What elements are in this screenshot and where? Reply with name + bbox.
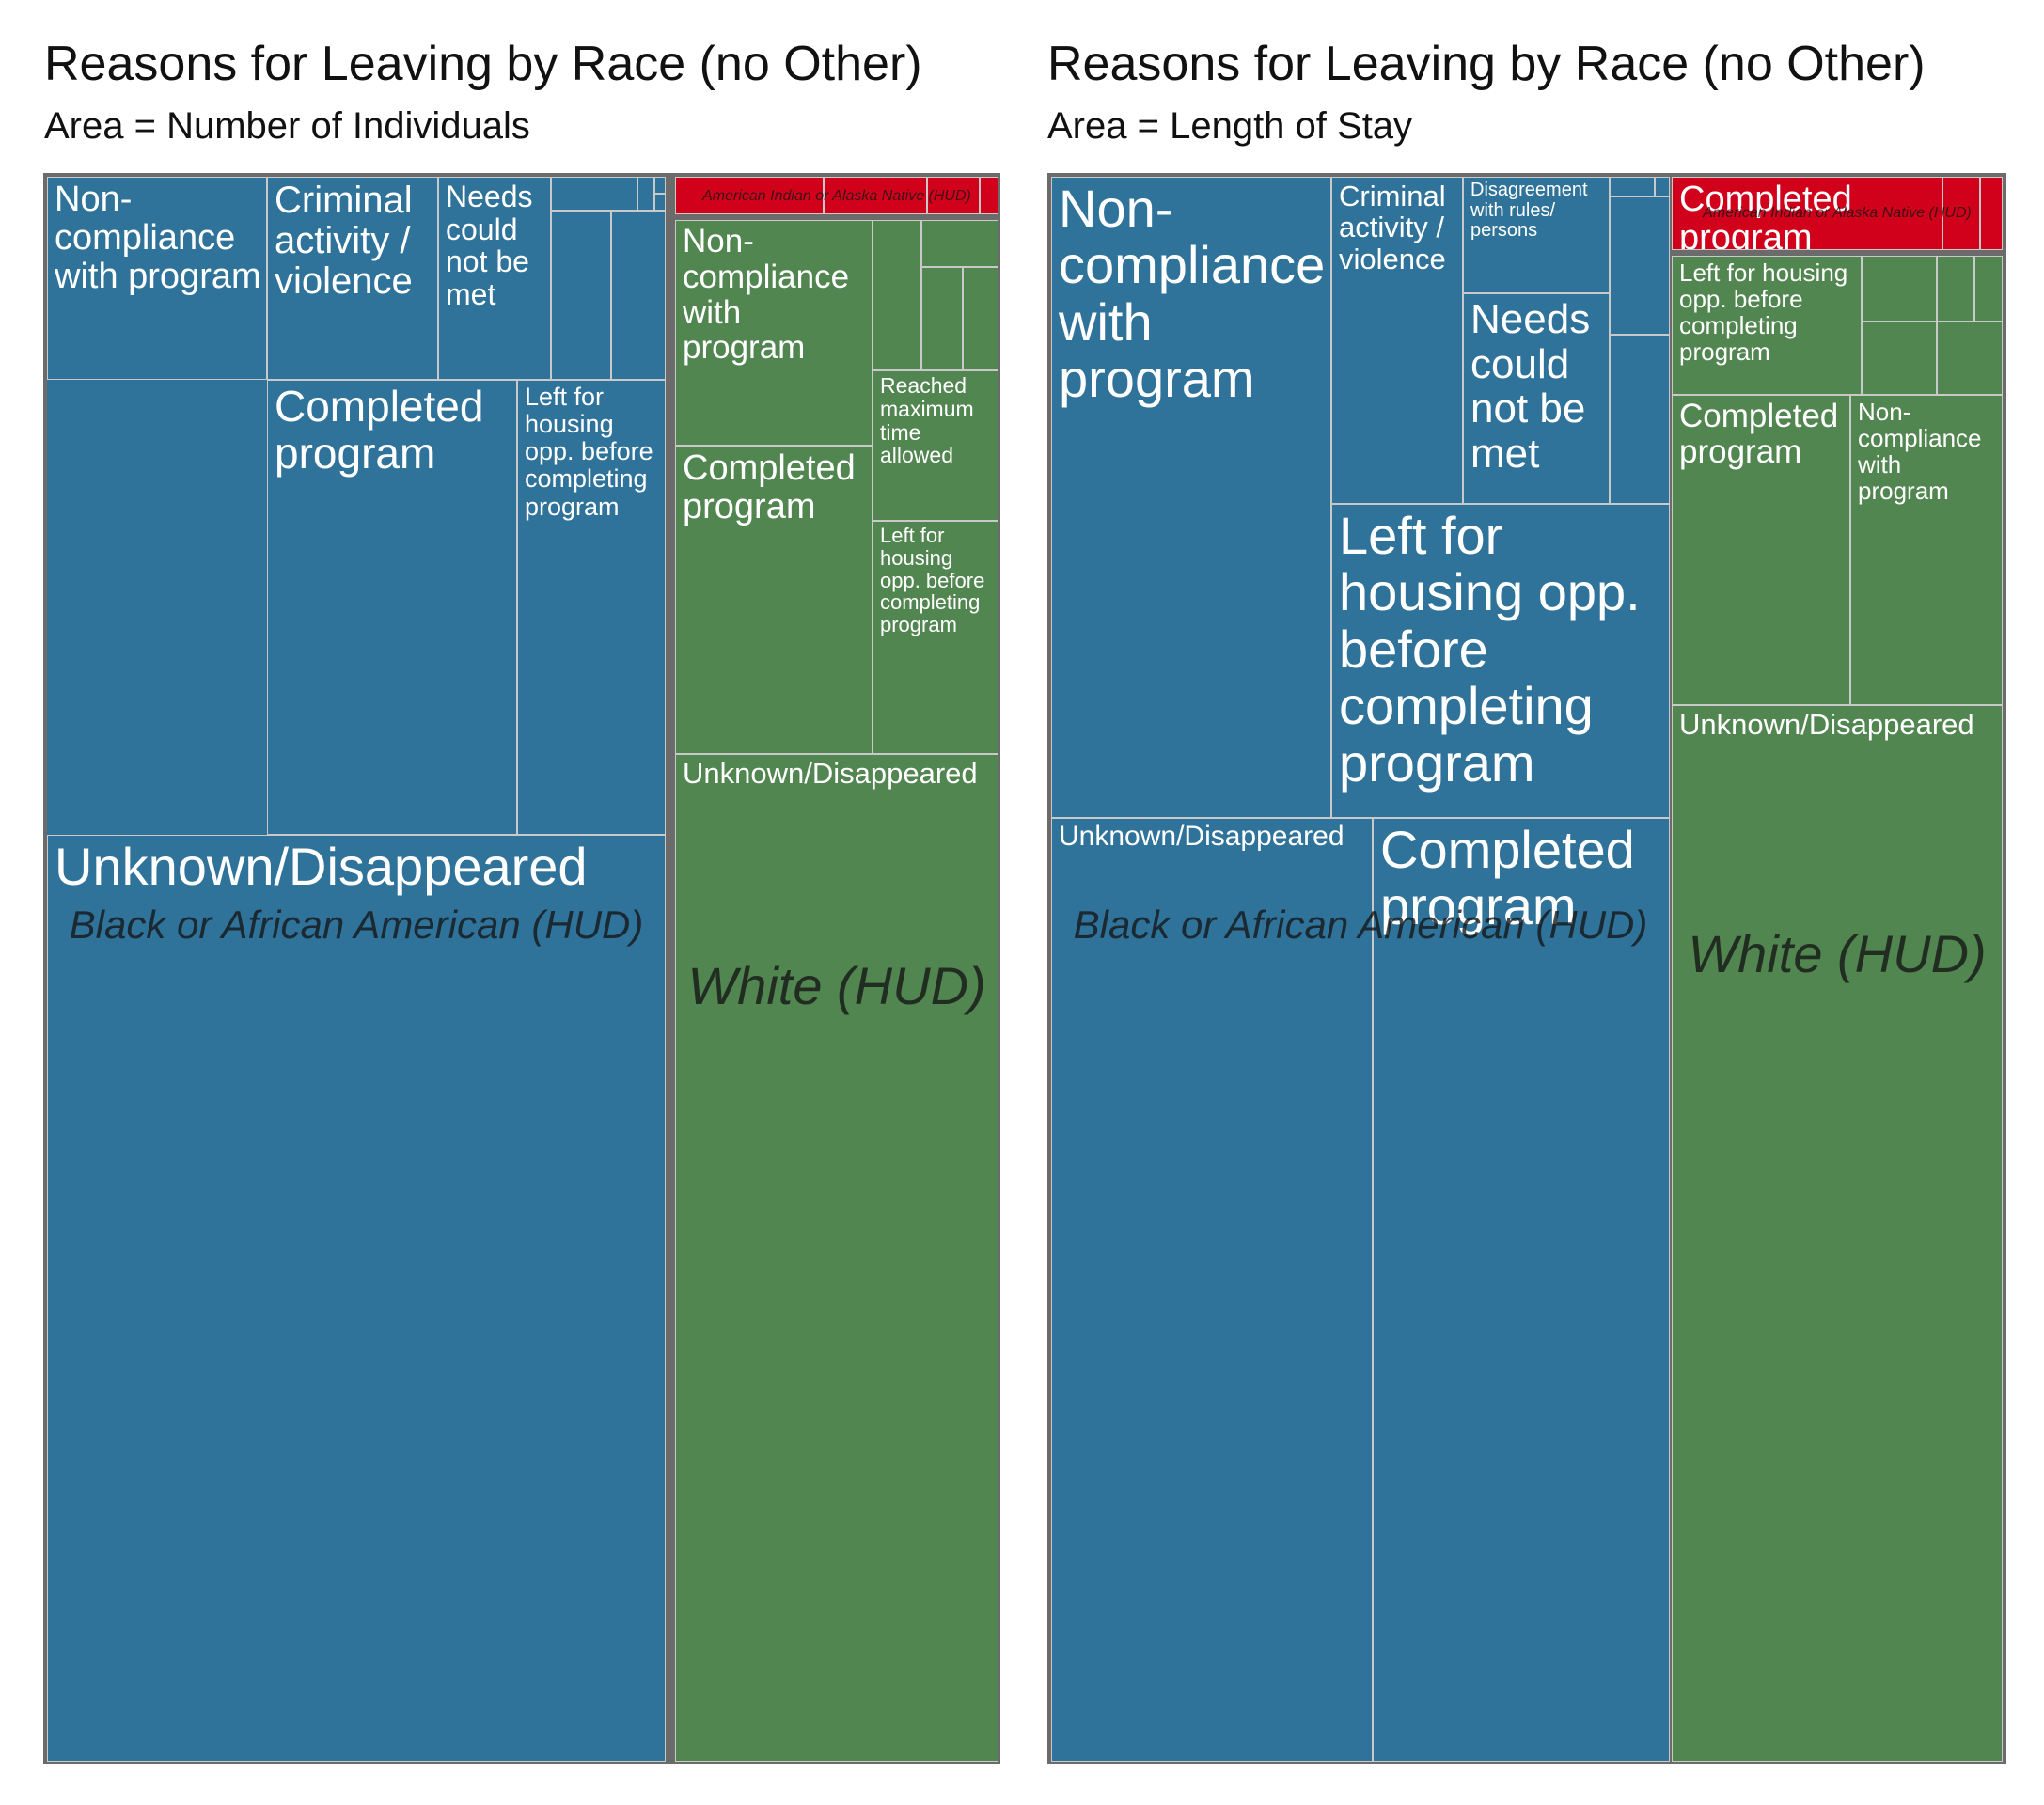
treemap-cell-non-compliance-with-program: Non-compliance with program [675,220,873,446]
cell-label: Completed program [683,448,856,527]
treemap-cell-unlabeled [551,211,611,380]
treemap-cell-unlabeled [873,220,921,370]
treemap-cell-unknown-disappeared: Unknown/Disappeared [1051,818,1373,1762]
treemap-cell-completed-program: Completed program [1672,395,1850,705]
cell-label: Left for housing opp. before completing … [525,383,653,521]
treemap-cell-non-compliance-with-program: Non-compliance with program [47,177,267,380]
treemap-cell-left-for-housing-opp-before-completing-program: Left for housing opp. before completing … [1672,256,1862,395]
treemap-cell-unlabeled [1610,177,1655,197]
treemap-cell-unknown-disappeared: Unknown/Disappeared [1672,705,2003,1762]
chart-subtitle: Area = Number of Individuals [44,105,530,147]
treemap-cell-unlabeled [675,177,824,214]
treemap-panel: Non-compliance with program Unknown/Disap… [1047,173,2006,1764]
cell-label: Unknown/Disappeared [683,757,978,790]
treemap-cell-unknown-disappeared: Unknown/Disappeared [47,835,666,1762]
treemap-cell-unknown-disappeared: Unknown/Disappeared [675,754,998,1762]
treemap-cell-completed-program: Completed program [675,446,873,754]
treemap-cell-unlabeled [1942,177,1980,250]
treemap-cell-unlabeled [1974,256,2003,322]
cell-label: Unknown/Disappeared [55,837,588,896]
treemap-group-american-indian-or-alaska-native-hud: American Indian or Alaska Native (HUD) [675,177,998,214]
treemap-cell-unlabeled [654,177,666,194]
treemap-group-white-hud: Unknown/Disappeared Completed program Non-… [1672,256,2003,1762]
cell-label: Completed program [1679,398,1839,470]
treemap-cell-unlabeled [654,194,666,211]
cell-label: Unknown/Disappeared [1679,708,1974,741]
treemap-cell-completed-program: Completed program [1373,818,1670,1762]
cell-label: Criminal activity / violence [275,180,413,303]
treemap-cell-needs-could-not-be-met: Needs could not be met [438,177,551,380]
treemap-group-american-indian-or-alaska-native-hud: Completed program American Indian or Alas… [1672,177,2003,250]
treemap-cell-unlabeled [1862,256,1937,322]
treemap-cell-unlabeled [824,177,927,214]
treemap-cell-left-for-housing-opp-before-completing-program: Left for housing opp. before completing … [1331,504,1670,818]
treemap-cell-left-for-housing-opp-before-completing-program: Left for housing opp. before completing … [517,380,666,835]
cell-label: Non-compliance with program [683,223,850,367]
treemap-cell-non-compliance-with-program: Non-compliance with program [1850,395,2003,705]
treemap-cell-unlabeled [1980,177,2003,250]
cell-label: Non-compliance with program [1059,179,1326,409]
treemap-cell-completed-program: Completed program [1672,177,1942,250]
cell-label: Reached maximum time allowed [880,373,974,468]
cell-label: Completed program [1380,820,1635,936]
treemap-cell-unlabeled [1937,256,1974,322]
treemap-cell-unlabeled [637,177,654,211]
chart-title: Reasons for Leaving by Race (no Other) [1047,37,1926,91]
treemap-cell-unlabeled [551,177,637,211]
treemap-panel: Unknown/Disappeared Non-compliance with p… [43,173,1000,1764]
cell-label: Left for housing opp. before completing … [1679,259,1848,367]
treemap-cell-needs-could-not-be-met: Needs could not be met [1463,293,1610,504]
treemap-group-white-hud: Unknown/Disappeared Non-compliance with p… [675,220,998,1762]
cell-label: Unknown/Disappeared [1059,821,1344,852]
cell-label: Needs could not be met [1470,296,1591,477]
treemap-cell-disagreement-with-rules-persons: Disagreement with rules/ persons [1463,177,1610,293]
treemap-group-black-or-african-american-hud: Unknown/Disappeared Non-compliance with p… [47,177,666,1762]
treemap-cell-non-compliance-with-program: Non-compliance with program [1051,177,1331,818]
treemap-cell-left-for-housing-opp-before-completing-program: Left for housing opp. before completing … [873,521,998,754]
treemap-cell-unlabeled [1862,322,1937,395]
treemap-cell-unlabeled [921,267,963,370]
cell-label: Non-compliance with program [55,180,261,297]
treemap-cell-unlabeled [963,267,998,370]
treemap-group-black-or-african-american-hud: Non-compliance with program Unknown/Disap… [1051,177,1670,1762]
treemap-cell-unlabeled [611,211,666,380]
treemap-cell-unlabeled [1610,177,1670,335]
cell-label: Disagreement with rules/ persons [1470,180,1588,242]
cell-label: Left for housing opp. before completing … [1339,506,1641,793]
treemap-cell-unlabeled [927,177,980,214]
cell-label: Completed program [275,382,484,478]
chart-subtitle: Area = Length of Stay [1047,105,1413,147]
cell-label: Non-compliance with program [1858,398,1982,506]
treemap-cell-criminal-activity-violence: Criminal activity / violence [1331,177,1463,504]
chart-title: Reasons for Leaving by Race (no Other) [44,37,922,91]
treemap-cell-unlabeled [1655,177,1670,197]
treemap-cell-completed-program: Completed program [267,380,517,835]
treemap-cell-criminal-activity-violence: Criminal activity / violence [267,177,438,380]
treemap-cell-unlabeled [1610,335,1670,504]
cell-label: Needs could not be met [446,180,533,311]
cell-label: Criminal activity / violence [1339,180,1446,275]
cell-label: Left for housing opp. before completing … [880,524,985,636]
treemap-cell-reached-maximum-time-allowed: Reached maximum time allowed [873,370,998,521]
treemap-cell-unlabeled [980,177,998,214]
treemap-cell-unlabeled [921,220,998,267]
cell-label: Completed program [1679,180,1852,250]
treemap-cell-unlabeled [1937,322,2003,395]
